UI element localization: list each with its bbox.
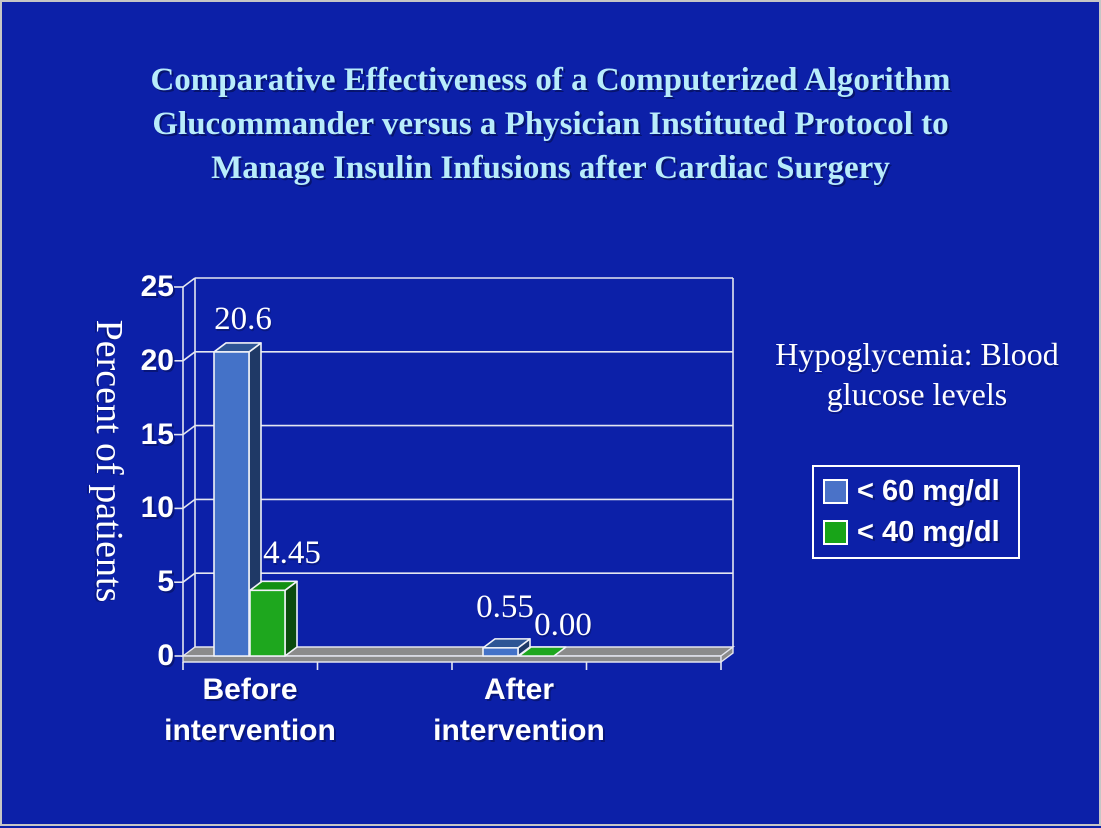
y-tick-label-25: 25 — [140, 270, 174, 303]
floor-front — [182, 655, 722, 663]
y-axis-depth-connector — [182, 498, 196, 510]
bar-s1-c1-flat-face — [518, 646, 567, 657]
bar-s1-c0-front-face — [249, 589, 286, 657]
legend-item-lt-40: < 40 mg/dl — [823, 516, 1018, 549]
category-label-0: Before intervention — [164, 673, 336, 747]
bar-value-label-s1-c1: 0.00 — [534, 607, 592, 643]
category-label-1: After intervention — [433, 673, 605, 747]
legend-label-lt-40: < 40 mg/dl — [857, 516, 1000, 548]
bar-value-label-s1-c0: 4.45 — [263, 535, 321, 572]
legend-swatch-lt-40-icon — [823, 520, 848, 545]
y-axis-depth-connector — [182, 351, 196, 362]
y-tick-label-20: 20 — [140, 343, 174, 377]
y-tick-label-5: 5 — [157, 565, 174, 599]
slide-title: Comparative Effectiveness of a Computeri… — [2, 58, 1099, 190]
legend-label-lt-60: < 60 mg/dl — [857, 475, 1000, 507]
bar-s0-c1-front-face — [482, 647, 519, 657]
annotation-line-2: glucose levels — [826, 376, 1008, 412]
slide-title-line-2: Glucommander versus a Physician Institut… — [152, 106, 949, 142]
y-axis-depth-connector — [182, 572, 196, 583]
slide-title-line-3: Manage Insulin Infusions after Cardiac S… — [211, 150, 890, 186]
legend-box: < 60 mg/dl < 40 mg/dl — [812, 465, 1020, 559]
y-axis-depth-connector — [182, 424, 196, 436]
y-axis-depth-connector — [182, 277, 196, 288]
bar-s1-c0-side-face — [284, 580, 298, 657]
slide-title-line-1: Comparative Effectiveness of a Computeri… — [150, 62, 951, 98]
y-tick-label-10: 10 — [140, 491, 174, 525]
legend-item-lt-60: < 60 mg/dl — [823, 475, 1018, 508]
annotation-line-1: Hypoglycemia: Blood — [775, 336, 1059, 372]
floor-right-bevel — [720, 645, 734, 664]
bar-value-label-s0-c0: 20.6 — [214, 300, 272, 337]
y-axis-title: Percent of patients — [88, 319, 130, 603]
y-tick-label-0: 0 — [157, 639, 174, 672]
y-tick-label-15: 15 — [140, 417, 174, 451]
annotation-hypoglycemia: Hypoglycemia: Blood glucose levels — [767, 334, 1067, 414]
bar-s0-c0-front-face — [213, 351, 250, 657]
bar-value-label-s0-c1: 0.55 — [476, 588, 534, 625]
legend-swatch-lt-60-icon — [823, 479, 848, 504]
